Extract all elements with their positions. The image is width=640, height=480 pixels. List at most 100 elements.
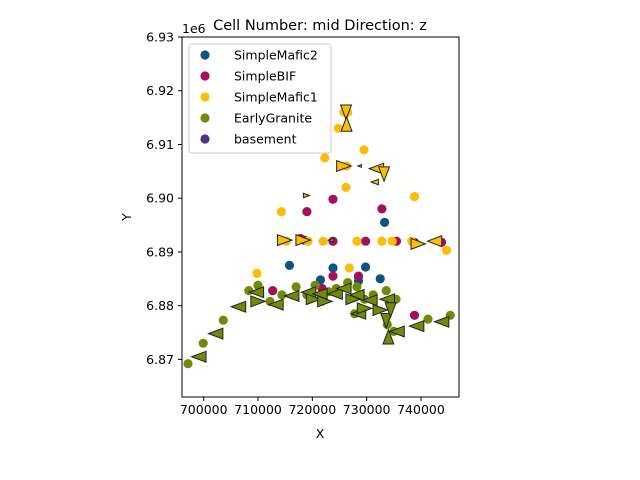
point-earlygranite-7 xyxy=(291,282,301,292)
arrow-marker-31 xyxy=(336,159,353,173)
legend-label-simplemafic1: SimpleMafic1 xyxy=(234,90,318,105)
x-tick-label-1: 710000 xyxy=(234,402,282,417)
arrow-marker-19 xyxy=(378,293,396,306)
arrow-marker-21 xyxy=(382,328,395,345)
arrow-marker-6 xyxy=(283,289,300,303)
point-simplemafic2-3 xyxy=(375,274,385,284)
plot-frame xyxy=(181,36,460,398)
point-simplemafic2-0 xyxy=(284,260,295,270)
point-simplemafic1-12 xyxy=(359,145,369,155)
arrow-marker-2 xyxy=(229,300,247,313)
arrow-marker-5 xyxy=(267,298,284,311)
x-tick-label-3: 730000 xyxy=(343,402,391,417)
x-tick-label-0: 700000 xyxy=(180,402,228,417)
legend-items: SimpleMafic2 SimpleBIF SimpleMafic1 EarlyGr… xyxy=(200,48,318,147)
point-earlygranite-0 xyxy=(183,359,193,369)
arrow-marker-17 xyxy=(361,294,378,307)
arrow-marker-32 xyxy=(356,163,362,169)
arrow-marker-35 xyxy=(369,178,379,186)
legend-marker-earlygranite xyxy=(200,113,210,123)
arrow-marker-12 xyxy=(335,282,352,295)
arrow-marker-8 xyxy=(305,293,323,306)
arrow-marker-16 xyxy=(356,302,374,315)
point-simplebif-5 xyxy=(353,271,364,281)
point-earlygranite-3 xyxy=(244,286,254,296)
legend-label-basement: basement xyxy=(234,132,297,147)
point-simplemafic2-2 xyxy=(361,262,371,272)
point-earlygranite-4 xyxy=(253,280,263,290)
arrow-marker-30 xyxy=(340,115,353,132)
legend-label-simplemafic2: SimpleMafic2 xyxy=(234,48,318,63)
point-simplebif-2 xyxy=(302,207,312,217)
x-tick-label-4: 740000 xyxy=(397,402,445,417)
y-tick-label-2: 6.89 xyxy=(146,244,174,259)
point-simplemafic1-8 xyxy=(341,182,351,192)
legend-label-earlygranite: EarlyGranite xyxy=(234,111,312,126)
point-simplemafic2-1 xyxy=(328,263,338,273)
point-simplebif-11 xyxy=(377,204,387,214)
point-earlygranite-1 xyxy=(198,338,208,348)
point-simplemafic1-16 xyxy=(441,245,452,255)
arrow-marker-38 xyxy=(425,235,443,248)
point-simplemafic1-10 xyxy=(344,263,354,273)
point-earlygranite-14 xyxy=(352,282,362,292)
arrow-marker-34 xyxy=(377,166,391,183)
arrow-marker-27 xyxy=(295,233,312,247)
arrow-marker-25 xyxy=(432,315,450,328)
arrow-marker-3 xyxy=(247,286,265,299)
point-simplebif-9 xyxy=(409,310,420,320)
legend-frame xyxy=(188,43,332,154)
x-axis: 700000 710000 720000 730000 740000 xyxy=(180,397,445,417)
y-tick-label-0: 6.87 xyxy=(146,352,174,367)
legend-marker-simplemafic1 xyxy=(200,92,210,102)
y-tick-label-6: 6.93 xyxy=(146,30,174,45)
point-simplemafic1-13 xyxy=(377,236,387,246)
point-simplemafic1-0 xyxy=(252,268,262,278)
legend-marker-basement xyxy=(200,134,210,144)
arrow-marker-29 xyxy=(339,104,353,121)
y-tick-label-4: 6.91 xyxy=(146,137,174,152)
point-earlygranite-17 xyxy=(381,286,391,296)
x-axis-label: X xyxy=(316,426,325,441)
arrow-marker-0 xyxy=(190,350,207,363)
y-tick-label-3: 6.90 xyxy=(146,191,174,206)
arrow-marker-18 xyxy=(372,303,389,317)
point-earlygranite-2 xyxy=(218,315,228,325)
point-simplebif-4 xyxy=(328,271,338,281)
point-simplemafic1-14 xyxy=(387,236,397,246)
chart-title: Cell Number: mid Direction: z xyxy=(213,18,427,34)
legend-marker-simplemafic2 xyxy=(200,50,210,60)
arrow-marker-36 xyxy=(302,192,311,199)
legend-label-simplebif: SimpleBIF xyxy=(234,69,296,84)
point-simplemafic1-4 xyxy=(318,236,328,246)
point-earlygranite-19 xyxy=(423,314,433,324)
arrow-marker-10 xyxy=(317,295,334,308)
arrow-marker-23 xyxy=(388,325,405,338)
point-simplemafic1-1 xyxy=(276,207,286,217)
legend: SimpleMafic2 SimpleBIF SimpleMafic1 EarlyGr… xyxy=(188,43,332,154)
y-tick-label-1: 6.88 xyxy=(146,298,174,313)
arrow-marker-22 xyxy=(384,302,397,319)
arrow-marker-24 xyxy=(408,319,425,333)
point-simplemafic2-4 xyxy=(380,217,390,227)
arrow-marker-1 xyxy=(207,327,224,340)
point-simplebif-3 xyxy=(328,194,338,204)
arrow-marker-37 xyxy=(410,237,427,250)
legend-marker-simplebif xyxy=(200,71,210,81)
x-tick-label-2: 720000 xyxy=(288,402,336,417)
arrow-marker-11 xyxy=(326,287,343,300)
point-earlygranite-6 xyxy=(277,290,287,300)
point-simplemafic1-15 xyxy=(409,192,420,202)
arrow-marker-26 xyxy=(276,233,294,247)
arrows-layer xyxy=(190,104,450,363)
arrow-marker-4 xyxy=(250,295,267,308)
arrow-marker-14 xyxy=(348,288,365,302)
arrow-marker-20 xyxy=(380,313,393,330)
y-axis-offset-text: 1e6 xyxy=(182,21,206,36)
point-simplebif-0 xyxy=(268,286,278,296)
points-layer xyxy=(183,107,455,369)
y-tick-label-5: 6.92 xyxy=(146,83,174,98)
point-simplemafic1-5 xyxy=(320,153,330,163)
y-axis: 6.87 6.88 6.89 6.90 6.91 6.92 6.93 xyxy=(146,30,182,367)
